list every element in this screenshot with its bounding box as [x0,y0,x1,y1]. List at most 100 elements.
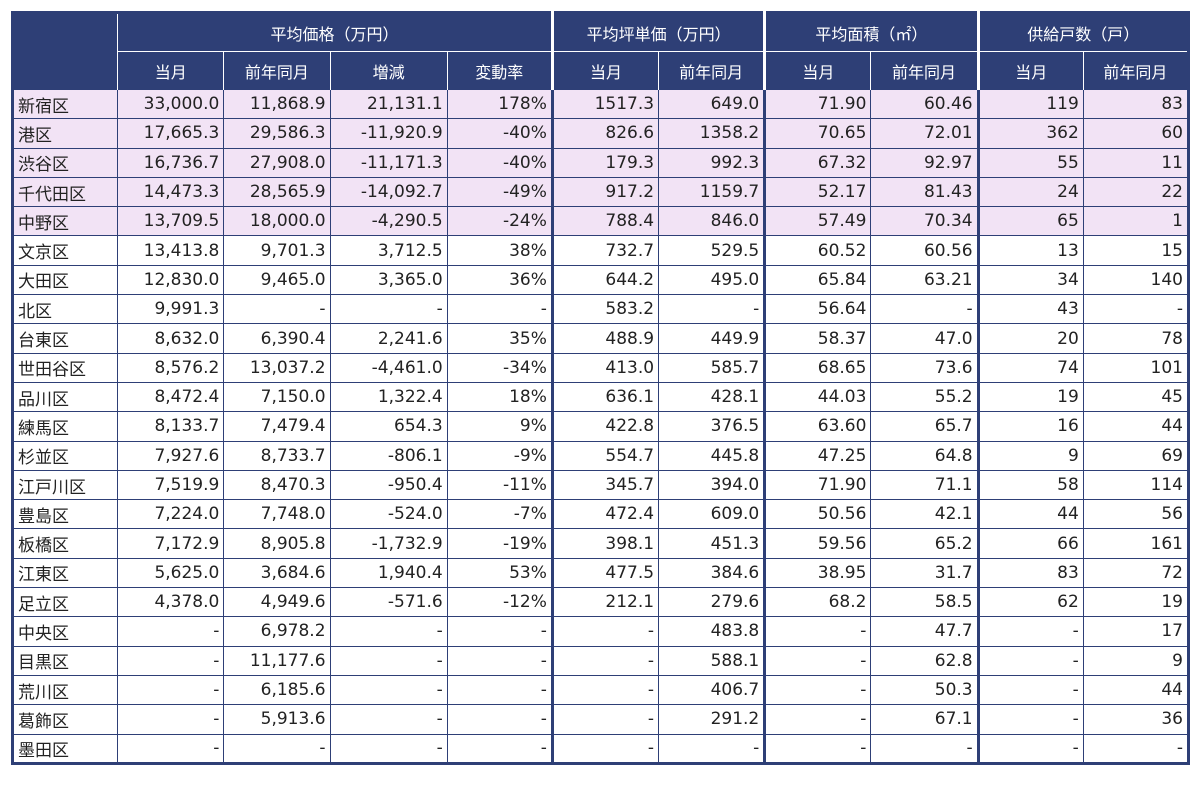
tsubo-price-current-cell: 477.5 [550,557,660,589]
avg-price-change-rate-cell: -40% [446,118,553,149]
avg-price-change-rate-cell: 178% [446,88,553,120]
avg-price-change-cell: - [329,733,448,764]
tsubo-price-prev-year-cell: 384.6 [658,557,766,589]
area-prev-year-cell: - [870,733,979,764]
sub-header-prev-year-month: 前年同月 [870,51,979,90]
tsubo-price-prev-year-cell: 376.5 [658,411,766,442]
avg-price-change-cell: - [329,616,448,647]
units-prev-year-cell: 17 [1082,616,1190,647]
ward-name-cell: 杉並区 [11,440,119,471]
ward-name-cell: 墨田区 [11,733,119,764]
units-prev-year-cell: 161 [1082,528,1190,559]
tsubo-price-prev-year-cell: 1159.7 [658,176,766,208]
table-body: 新宿区 33,000.0 11,868.9 21,131.1 178% 1517.3 649… [11,88,1190,764]
tsubo-price-current-cell: 422.8 [550,411,660,442]
tsubo-price-current-cell: 179.3 [550,147,660,178]
avg-price-change-cell: 1,940.4 [329,557,448,589]
area-prev-year-cell: 47.0 [870,323,979,354]
units-current-cell: 58 [976,469,1084,501]
area-prev-year-cell: 47.7 [870,616,979,647]
table-row: 荒川区 -6,185.6- - -406.7-50.3-44 [11,674,1190,706]
avg-price-prev-year-cell: 4,949.6 [223,587,331,618]
ward-name-cell: 千代田区 [11,176,119,208]
units-prev-year-cell: 44 [1082,411,1190,442]
ward-name-cell: 葛飾区 [11,704,119,735]
tsubo-price-prev-year-cell: 291.2 [658,704,766,735]
avg-price-current-cell: - [117,674,225,706]
area-prev-year-cell: 81.43 [870,176,979,208]
avg-price-current-cell: 12,830.0 [117,264,225,296]
avg-price-prev-year-cell: 6,978.2 [223,616,331,647]
area-current-cell: - [763,645,872,676]
avg-price-change-rate-cell: 36% [446,264,553,296]
units-prev-year-cell: 1 [1082,206,1190,237]
avg-price-change-rate-cell: -19% [446,528,553,559]
units-prev-year-cell: 36 [1082,704,1190,735]
tsubo-price-prev-year-cell: 649.0 [658,88,766,120]
area-prev-year-cell: 92.97 [870,147,979,178]
area-prev-year-cell: 55.2 [870,381,979,413]
avg-price-current-cell: 13,709.5 [117,206,225,237]
units-prev-year-cell: 22 [1082,176,1190,208]
units-prev-year-cell: - [1082,294,1190,325]
units-prev-year-cell: 69 [1082,440,1190,471]
avg-price-change-cell: -11,920.9 [329,118,448,149]
area-prev-year-cell: 58.5 [870,587,979,618]
avg-price-change-rate-cell: -11% [446,469,553,501]
area-prev-year-cell: 65.7 [870,411,979,442]
units-prev-year-cell: 45 [1082,381,1190,413]
avg-price-prev-year-cell: 6,390.4 [223,323,331,354]
area-current-cell: 68.2 [763,587,872,618]
ward-name-cell: 中央区 [11,616,119,647]
units-current-cell: - [976,674,1084,706]
sub-header-current-month: 当月 [117,51,225,90]
avg-price-current-cell: - [117,645,225,676]
area-current-cell: 71.90 [763,88,872,120]
sub-header-prev-year-month: 前年同月 [658,51,766,90]
units-current-cell: 43 [976,294,1084,325]
tsubo-price-current-cell: 472.4 [550,499,660,530]
tsubo-price-prev-year-cell: 529.5 [658,235,766,266]
table-row: 港区 17,665.3 29,586.3 -11,920.9 -40% 826.6 1358… [11,118,1190,149]
tsubo-price-prev-year-cell: 585.7 [658,352,766,383]
avg-price-prev-year-cell: - [223,733,331,764]
units-current-cell: 9 [976,440,1084,471]
avg-price-change-rate-cell: -24% [446,206,553,237]
ward-name-cell: 新宿区 [11,88,119,120]
units-current-cell: 24 [976,176,1084,208]
table-row: 北区 9,991.3- - -583.2-56.64-43- [11,294,1190,325]
avg-price-change-cell: -4,290.5 [329,206,448,237]
tsubo-price-current-cell: 732.7 [550,235,660,266]
table-row: 大田区 12,830.0 9,465.0 3,365.0 36% 644.2 495.0 65… [11,264,1190,296]
tsubo-price-current-cell: - [550,704,660,735]
tsubo-price-current-cell: 644.2 [550,264,660,296]
tsubo-price-prev-year-cell: 451.3 [658,528,766,559]
ward-name-cell: 大田区 [11,264,119,296]
avg-price-change-rate-cell: - [446,645,553,676]
tsubo-price-prev-year-cell: 588.1 [658,645,766,676]
avg-price-change-rate-cell: - [446,733,553,764]
tsubo-price-current-cell: 917.2 [550,176,660,208]
units-current-cell: 74 [976,352,1084,383]
avg-price-change-rate-cell: 53% [446,557,553,589]
avg-price-current-cell: 17,665.3 [117,118,225,149]
area-prev-year-cell: 60.46 [870,88,979,120]
units-prev-year-cell: 83 [1082,88,1190,120]
area-prev-year-cell: 42.1 [870,499,979,530]
tsubo-price-prev-year-cell: 449.9 [658,323,766,354]
avg-price-current-cell: 8,472.4 [117,381,225,413]
tsubo-price-prev-year-cell: 406.7 [658,674,766,706]
avg-price-current-cell: 5,625.0 [117,557,225,589]
table-row: 練馬区 8,133.7 7,479.4 654.3 9% 422.8 376.5 63.60 6… [11,411,1190,442]
ward-name-cell: 板橋区 [11,528,119,559]
avg-price-current-cell: 14,473.3 [117,176,225,208]
units-prev-year-cell: 140 [1082,264,1190,296]
area-current-cell: 60.52 [763,235,872,266]
avg-price-prev-year-cell: 28,565.9 [223,176,331,208]
avg-price-change-rate-cell: - [446,704,553,735]
units-current-cell: 362 [976,118,1084,149]
area-prev-year-cell: 71.1 [870,469,979,501]
avg-price-current-cell: - [117,704,225,735]
sub-header-prev-year-month: 前年同月 [223,51,331,90]
tsubo-price-current-cell: 345.7 [550,469,660,501]
